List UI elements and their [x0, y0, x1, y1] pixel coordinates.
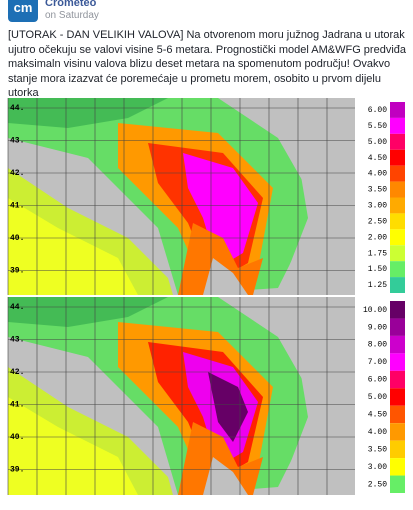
legend-label: 4.50	[368, 154, 387, 163]
legend-swatch	[390, 475, 405, 493]
legend-swatch	[390, 213, 405, 230]
latitude-label: 40.	[10, 234, 24, 243]
legend-label: 2.50	[368, 217, 387, 226]
legend-swatch	[390, 301, 405, 319]
wave-map[interactable]: 44. 43. 42. 41. 40. 39. 10.00 9.00 8.00 7.00 6.00 5…	[0, 297, 413, 495]
legend-swatch	[390, 440, 405, 459]
legend-label: 5.50	[368, 122, 387, 131]
map-region	[8, 397, 138, 495]
legend-swatch	[390, 117, 405, 134]
legend-swatch	[390, 423, 405, 441]
legend-swatch	[390, 102, 405, 118]
legend-label: 5.00	[368, 138, 387, 147]
legend-label: 2.00	[368, 233, 387, 242]
legend-swatch	[390, 388, 405, 406]
legend-label: 4.00	[368, 170, 387, 179]
map-region	[278, 98, 355, 295]
legend-label: 3.50	[368, 186, 387, 195]
author[interactable]: Crometeo	[45, 0, 97, 9]
map-region	[178, 422, 263, 495]
legend-swatch	[390, 133, 405, 150]
post-text: [UTORAK - DAN VELIKIH VALOVA] Na otvoren…	[8, 29, 407, 99]
map-region	[183, 153, 258, 268]
latitude-label: 41.	[10, 202, 24, 211]
legend-label: 3.00	[368, 202, 387, 211]
latitude-label: 42.	[10, 169, 24, 178]
legend-swatch	[390, 277, 405, 293]
legend-swatch	[390, 245, 405, 262]
map-region	[203, 258, 248, 295]
map-region	[178, 223, 263, 295]
timestamp[interactable]: on Saturday	[45, 10, 99, 21]
legend-swatch	[390, 353, 405, 371]
legend-label: 7.00	[368, 358, 387, 367]
latitude-label: 43.	[10, 137, 24, 146]
latitude-label: 41.	[10, 401, 24, 410]
map-region	[208, 372, 248, 442]
latitude-label: 43.	[10, 336, 24, 345]
latitude-label: 44.	[10, 303, 24, 312]
legend-label: 9.00	[368, 323, 387, 332]
avatar[interactable]: cm	[8, 0, 38, 22]
legend-label: 5.00	[368, 393, 387, 402]
legend-swatch	[390, 261, 405, 278]
legend-label: 3.00	[368, 463, 387, 472]
legend-label: 4.00	[368, 428, 387, 437]
map-region	[278, 297, 355, 495]
legend-label: 2.50	[368, 480, 387, 489]
legend-label: 10.00	[363, 306, 387, 315]
legend-swatch	[390, 370, 405, 389]
legend-label: 4.50	[368, 411, 387, 420]
latitude-label: 44.	[10, 104, 24, 113]
legend-label: 6.00	[368, 376, 387, 385]
latitude-label: 42.	[10, 368, 24, 377]
legend-label: 3.50	[368, 445, 387, 454]
legend-swatch	[390, 197, 405, 214]
legend-swatch	[390, 181, 405, 198]
legend-swatch	[390, 335, 405, 354]
map-region	[203, 457, 248, 495]
legend-label: 1.25	[368, 281, 387, 290]
map-region	[8, 297, 168, 327]
map-region	[8, 98, 168, 128]
legend-label: 1.75	[368, 249, 387, 258]
legend-swatch	[390, 149, 405, 166]
latitude-label: 39.	[10, 466, 24, 475]
legend-label: 6.00	[368, 106, 387, 115]
legend-swatch	[390, 318, 405, 336]
legend-swatch	[390, 165, 405, 182]
wave-map[interactable]: 44. 43. 42. 41. 40. 39. 6.00 5.50 5.00 4.50 4.00 3.…	[0, 98, 413, 295]
latitude-label: 40.	[10, 433, 24, 442]
legend-label: 8.00	[368, 341, 387, 350]
latitude-label: 39.	[10, 267, 24, 276]
legend-swatch	[390, 405, 405, 424]
legend-swatch	[390, 458, 405, 476]
legend-swatch	[390, 229, 405, 246]
legend-label: 1.50	[368, 265, 387, 274]
